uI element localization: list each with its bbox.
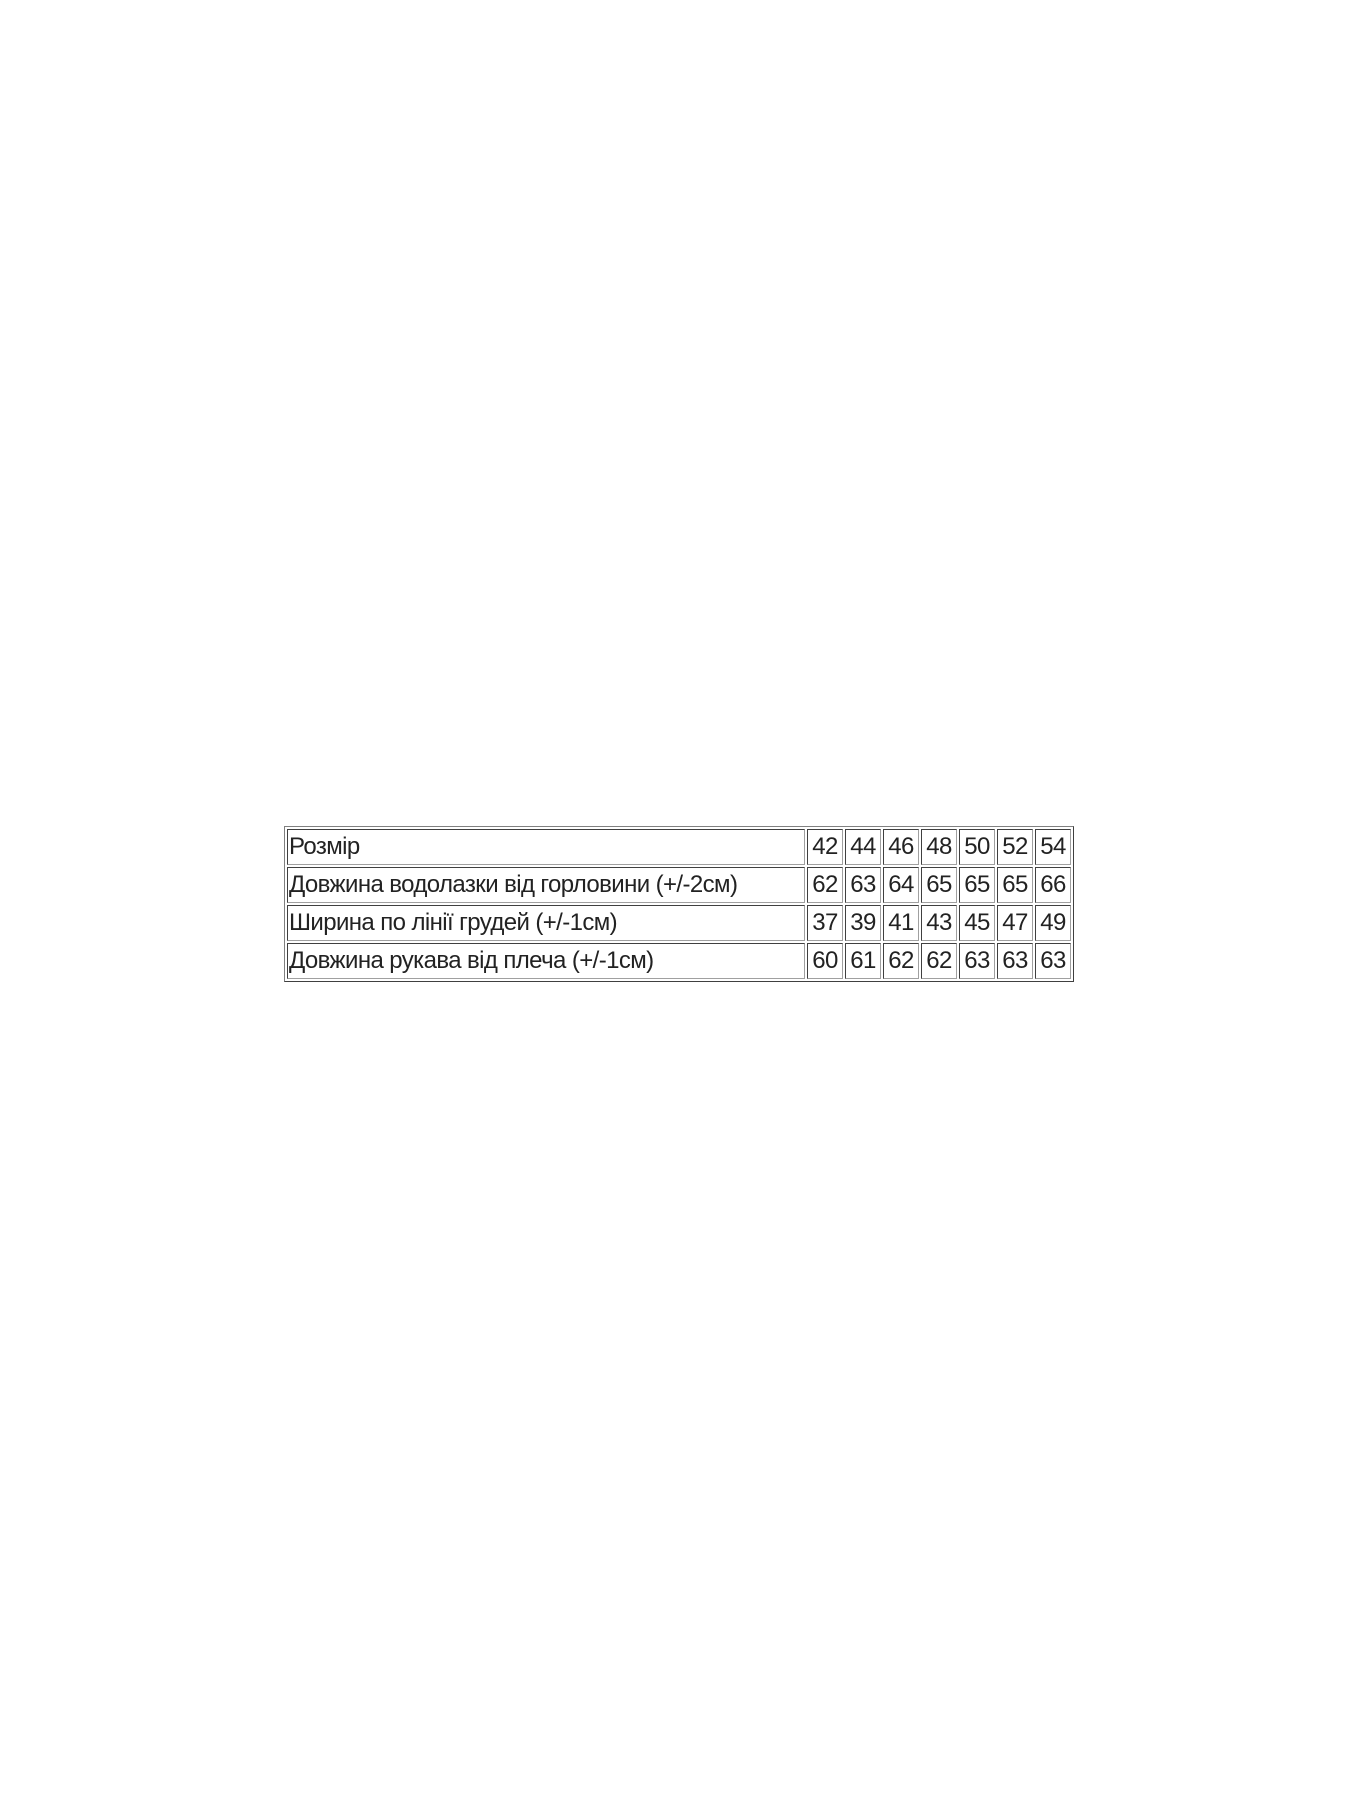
measurement-cell: 47 [997,905,1033,941]
measurement-cell: 63 [845,867,881,903]
size-header-cell: 44 [845,829,881,865]
row-label: Довжина водолазки від горловини (+/-2см) [287,867,805,903]
measurement-cell: 65 [959,867,995,903]
measurement-cell: 45 [959,905,995,941]
measurement-cell: 61 [845,943,881,979]
measurement-cell: 65 [997,867,1033,903]
size-header-cell: 54 [1035,829,1071,865]
measurement-cell: 63 [1035,943,1071,979]
measurement-cell: 62 [807,867,843,903]
measurement-cell: 43 [921,905,957,941]
measurement-cell: 41 [883,905,919,941]
measurement-cell: 62 [883,943,919,979]
size-header-cell: 50 [959,829,995,865]
size-header-cell: 42 [807,829,843,865]
size-header-cell: 52 [997,829,1033,865]
table-row: Довжина водолазки від горловини (+/-2см)… [287,867,1071,903]
measurement-cell: 37 [807,905,843,941]
row-label: Розмір [287,829,805,865]
measurement-cell: 64 [883,867,919,903]
measurement-cell: 65 [921,867,957,903]
measurement-cell: 60 [807,943,843,979]
size-chart-table: Розмір 42 44 46 48 50 52 54 Довжина водолазки ві… [284,826,1074,982]
table-row: Довжина рукава від плеча (+/-1см) 60 61 62 6… [287,943,1071,979]
measurement-cell: 39 [845,905,881,941]
row-label: Ширина по лінії грудей (+/-1см) [287,905,805,941]
row-label: Довжина рукава від плеча (+/-1см) [287,943,805,979]
measurement-cell: 63 [959,943,995,979]
measurement-cell: 49 [1035,905,1071,941]
table-row: Ширина по лінії грудей (+/-1см) 37 39 41 43 4… [287,905,1071,941]
header-row: Розмір 42 44 46 48 50 52 54 [287,829,1071,865]
size-header-cell: 48 [921,829,957,865]
measurement-cell: 62 [921,943,957,979]
measurement-cell: 66 [1035,867,1071,903]
size-header-cell: 46 [883,829,919,865]
measurement-cell: 63 [997,943,1033,979]
